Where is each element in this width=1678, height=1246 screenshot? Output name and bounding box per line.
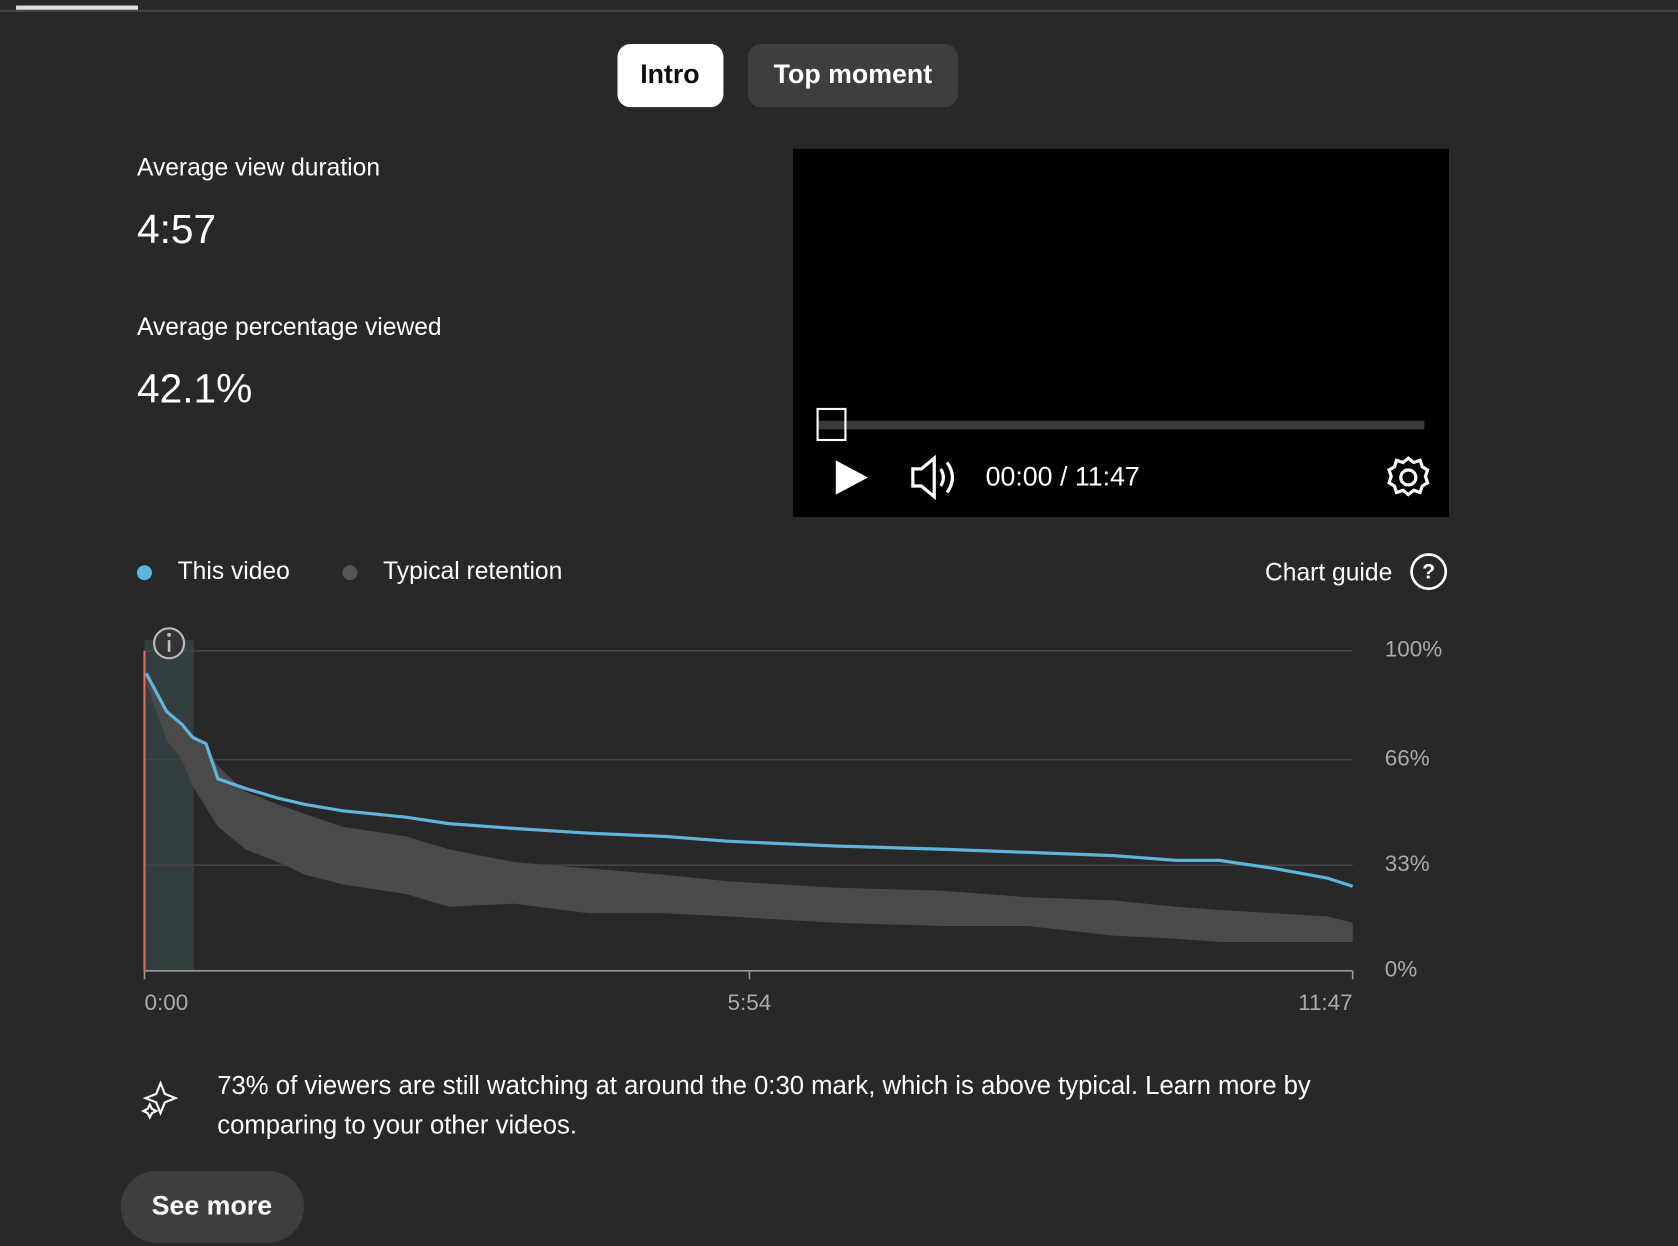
typical-retention-band	[146, 673, 1353, 943]
retention-chart: 0% 33% 66% 100% 0:00 5:54 11:47	[143, 627, 1442, 1015]
help-icon	[1410, 553, 1448, 591]
legend: This video Typical retention	[136, 558, 562, 585]
stat-label: Average view duration	[137, 155, 380, 182]
chart-guide-label: Chart guide	[1265, 559, 1392, 586]
video-player: 00:00 / 11:47	[792, 148, 1449, 518]
retention-line	[144, 672, 1354, 888]
tab-label: Top moment	[774, 59, 933, 89]
tab-label: Intro	[640, 59, 699, 89]
legend-label: Typical retention	[383, 558, 562, 585]
chart-guide[interactable]: Chart guide ?	[1265, 553, 1448, 591]
tab-intro[interactable]: Intro	[617, 44, 724, 108]
y-tick-label: 66%	[1385, 746, 1430, 771]
play-button[interactable]	[835, 460, 868, 495]
settings-button[interactable]	[1387, 456, 1430, 497]
y-tick-label: 100%	[1385, 637, 1442, 662]
insight-box: 73% of viewers are still watching at aro…	[217, 1071, 1311, 1140]
tab-bg	[617, 44, 724, 108]
insight: 73% of viewers are still watching at aro…	[141, 1071, 1311, 1140]
x-tick-label: 5:54	[728, 990, 772, 1015]
legend-label: This video	[178, 558, 290, 585]
stat-value: 4:57	[137, 206, 216, 252]
sparkle-icon	[141, 1080, 179, 1120]
tab-top-moment[interactable]: Top moment	[748, 44, 958, 108]
help-icon-glyph: ?	[1422, 559, 1435, 583]
stat-value: 42.1%	[137, 366, 252, 412]
progress-bar[interactable]	[817, 420, 1425, 430]
x-tick-label: 0:00	[144, 990, 188, 1015]
player-time: 00:00 / 11:47	[986, 462, 1140, 492]
see-more-button[interactable]: See more	[120, 1170, 304, 1243]
volume-button[interactable]	[911, 454, 955, 501]
tab-bg	[748, 44, 958, 108]
progress-handle[interactable]	[816, 407, 847, 442]
info-icon-dot	[167, 632, 172, 637]
insight-text: 73% of viewers are still watching at aro…	[217, 1071, 1311, 1140]
legend-swatch	[342, 565, 358, 581]
stat-label: Average percentage viewed	[137, 314, 442, 341]
player-bg	[792, 148, 1449, 518]
button-bg	[120, 1170, 304, 1243]
legend-swatch	[136, 565, 152, 581]
y-tick-label: 33%	[1385, 851, 1430, 876]
button-label: See more	[152, 1190, 272, 1220]
y-tick-label: 0%	[1385, 957, 1417, 982]
x-tick-label: 11:47	[1298, 990, 1353, 1015]
